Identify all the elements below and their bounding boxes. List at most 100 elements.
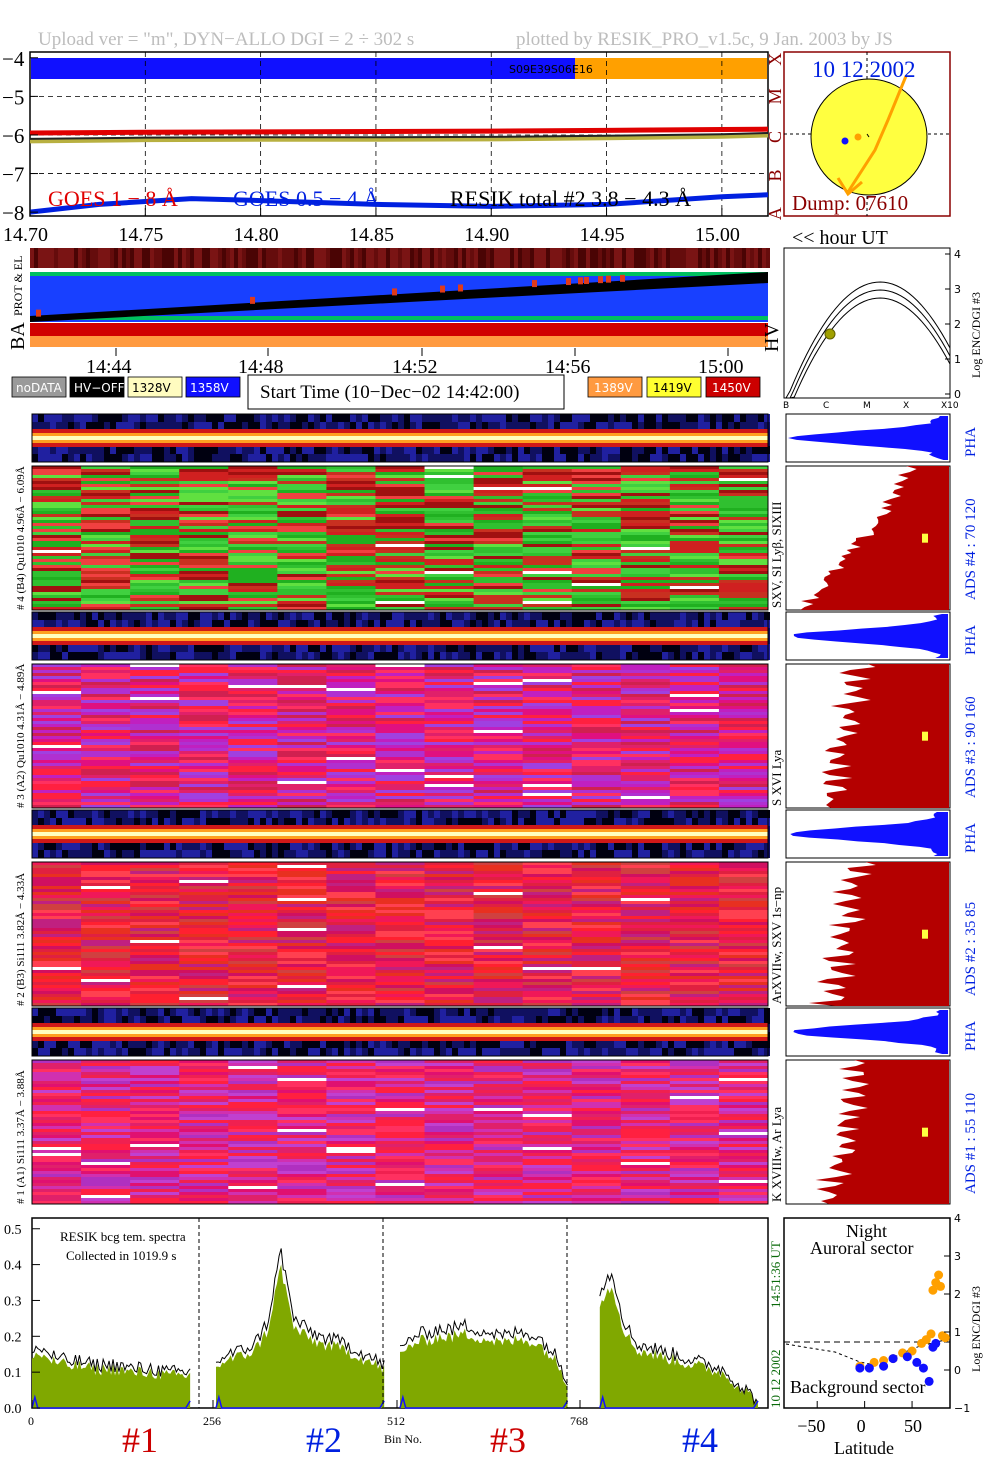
- heatmap-row: [718, 583, 769, 586]
- channel-left-label: # 4 (B4) Qu1010 4.96Å − 6.09Å: [15, 466, 27, 610]
- pha-strip-cell: [722, 414, 728, 422]
- pha-strip-cell: [410, 454, 416, 462]
- heatmap-row: [424, 499, 475, 502]
- heatmap-row: [326, 787, 376, 790]
- heatmap-row: [571, 712, 622, 715]
- heatmap-row: [620, 553, 671, 556]
- pha-strip-cell: [344, 810, 350, 818]
- heatmap-row: [571, 874, 622, 877]
- pha-strip-cell: [416, 446, 422, 454]
- heatmap-row: [571, 970, 622, 973]
- pha-strip-cell: [482, 644, 488, 652]
- heatmap-row: [473, 670, 524, 673]
- heatmap-row: [277, 676, 327, 679]
- heatmap-row: [228, 670, 278, 673]
- pha-strip-cell: [272, 644, 278, 652]
- heatmap-row: [32, 976, 82, 979]
- heatmap-row: [228, 721, 278, 724]
- status-texture-cell: [266, 248, 270, 268]
- heatmap-row: [522, 805, 573, 808]
- status-texture-cell: [94, 248, 98, 268]
- heatmap-row: [81, 910, 131, 913]
- pha-strip-cell: [506, 818, 512, 826]
- heatmap-row: [326, 862, 376, 865]
- pha-strip-cell: [236, 644, 242, 652]
- status-texture-cell: [142, 248, 146, 268]
- pha-strip-cell: [206, 612, 212, 620]
- heatmap-row: [81, 607, 131, 610]
- pha-strip-cell: [590, 422, 596, 430]
- status-texture-cell: [298, 248, 302, 268]
- heatmap-row: [669, 727, 720, 730]
- pha-strip-cell: [416, 454, 422, 462]
- status-texture-cell: [650, 248, 654, 268]
- heatmap-row: [81, 982, 131, 985]
- pha-strip-cell: [398, 612, 404, 620]
- heatmap-row: [179, 790, 229, 793]
- heatmap-row: [522, 766, 573, 769]
- heatmap-row: [179, 559, 229, 562]
- pha-strip-cell: [158, 612, 164, 620]
- pha-strip-cell: [740, 454, 746, 462]
- heatmap-row: [32, 886, 82, 889]
- pha-strip-cell: [416, 652, 422, 660]
- heatmap-row: [375, 502, 426, 505]
- pha-strip-cell: [428, 446, 434, 454]
- pha-strip-cell: [320, 454, 326, 462]
- heatmap-row: [130, 496, 180, 499]
- heatmap-row: [571, 985, 622, 988]
- pha-strip-cell: [164, 1008, 170, 1016]
- pha-strip-cell: [482, 842, 488, 850]
- heatmap-row: [277, 775, 327, 778]
- heatmap-row: [179, 865, 229, 868]
- goes-xtick-label: 14.75: [118, 224, 163, 246]
- heatmap-row: [375, 931, 426, 934]
- heatmap-row: [130, 511, 180, 514]
- pha-strip-cell: [764, 422, 770, 430]
- pha-strip-cell: [638, 850, 644, 858]
- pha-strip-cell: [734, 454, 740, 462]
- pha-strip-cell: [230, 1048, 236, 1056]
- heatmap-row: [130, 922, 180, 925]
- pha-strip-cell: [650, 818, 656, 826]
- heatmap-row: [326, 997, 376, 1000]
- heatmap-row: [326, 718, 376, 721]
- pha-strip-cell: [512, 620, 518, 628]
- heatmap-row: [32, 589, 82, 592]
- heatmap-row: [620, 745, 671, 748]
- heatmap-row: [326, 940, 376, 943]
- pha-strip-cell: [494, 414, 500, 422]
- pha-strip-cell: [716, 810, 722, 818]
- pha-strip-cell: [626, 612, 632, 620]
- heatmap-row: [32, 928, 82, 931]
- heatmap-row: [473, 970, 524, 973]
- pha-strip-cell: [446, 810, 452, 818]
- status-texture-cell: [550, 248, 554, 268]
- heatmap-row: [179, 511, 229, 514]
- pha-strip-cell: [680, 446, 686, 454]
- heatmap-row: [32, 760, 82, 763]
- pha-strip-cell: [188, 644, 194, 652]
- heatmap-row: [424, 799, 475, 802]
- pha-strip-cell: [104, 850, 110, 858]
- pha-strip-cell: [656, 620, 662, 628]
- pha-strip-cell: [122, 1008, 128, 1016]
- heatmap-row: [179, 898, 229, 901]
- heatmap-row: [718, 907, 769, 910]
- pha-strip-cell: [260, 842, 266, 850]
- heatmap-row: [669, 679, 720, 682]
- heatmap-row: [32, 577, 82, 580]
- pha-strip-cell: [380, 620, 386, 628]
- status-texture-cell: [354, 248, 358, 268]
- heatmap-row: [424, 520, 475, 523]
- heatmap-row: [620, 538, 671, 541]
- heatmap-row: [669, 886, 720, 889]
- heatmap-row: [179, 751, 229, 754]
- heatmap-row: [179, 994, 229, 997]
- pha-strip-cell: [266, 818, 272, 826]
- heatmap-row: [32, 487, 82, 490]
- status-texture-cell: [394, 248, 398, 268]
- heatmap-row: [32, 769, 82, 772]
- pha-strip-cell: [86, 612, 92, 620]
- heatmap-row: [620, 664, 671, 667]
